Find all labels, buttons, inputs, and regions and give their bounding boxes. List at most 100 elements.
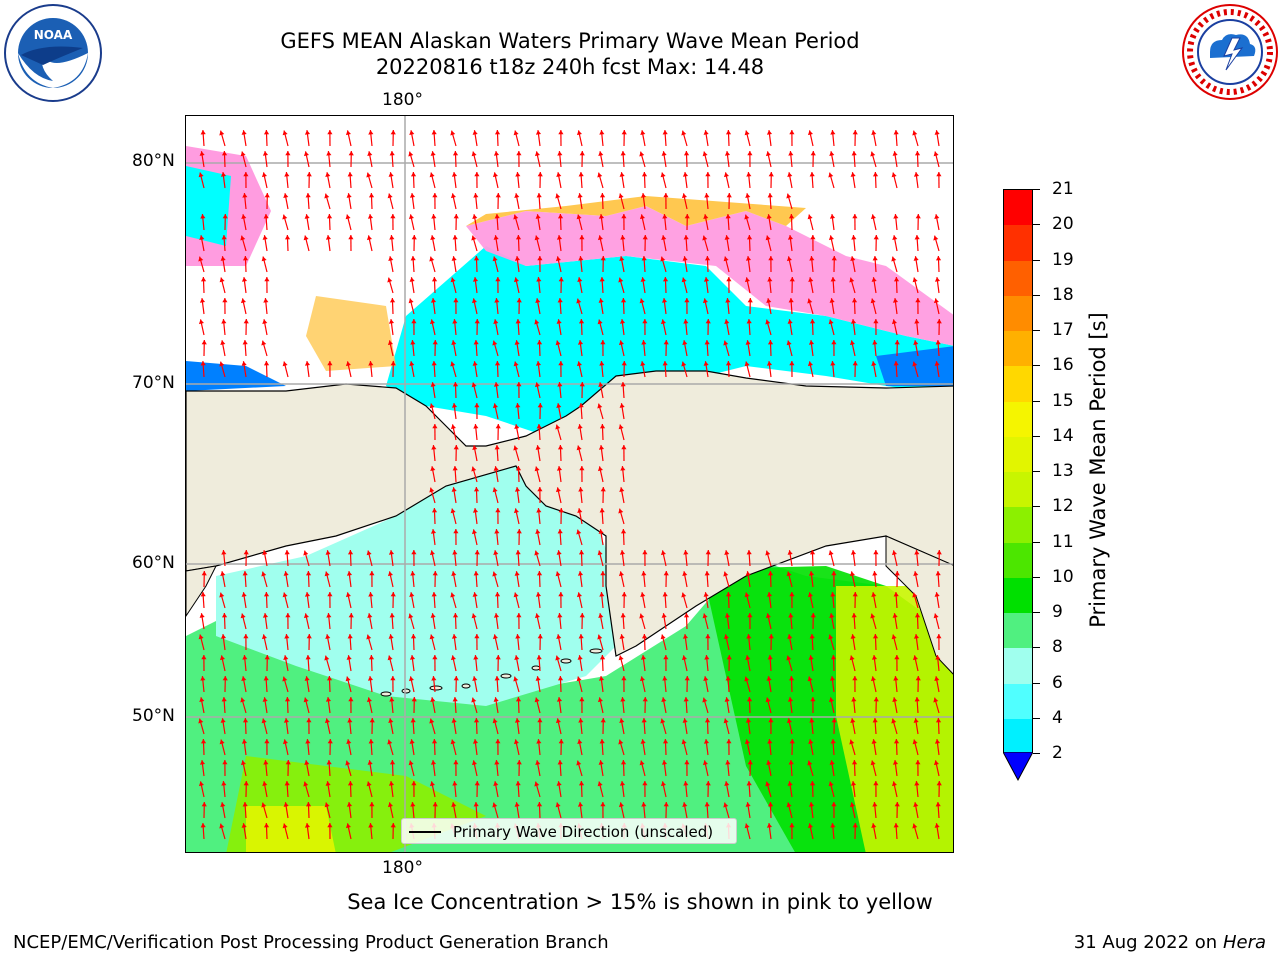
wave-direction-arrowhead (198, 718, 204, 724)
wave-direction-arrowhead (346, 655, 352, 660)
wave-direction-arrowhead (850, 550, 857, 555)
wave-direction-arrowhead (516, 529, 522, 534)
wave-direction-arrowhead (577, 277, 583, 282)
wave-direction-arrowhead (747, 760, 753, 765)
wave-direction-arrowhead (829, 676, 836, 681)
wave-direction-arrowhead (534, 319, 540, 325)
wave-direction-arrowhead (912, 130, 918, 136)
wave-direction-arrowhead (471, 151, 477, 157)
wave-direction-arrowhead (682, 256, 688, 261)
wave-direction-arrowhead (618, 802, 624, 808)
wave-direction-arrowhead (557, 151, 563, 156)
wave-direction-arrowhead (262, 613, 269, 618)
wave-direction-arrowhead (473, 571, 479, 576)
wave-direction-arrowhead (723, 256, 729, 262)
wave-direction-arrowhead (704, 571, 710, 576)
wave-direction-arrowhead (663, 655, 669, 660)
wave-direction-arrowhead (555, 718, 561, 724)
wave-direction-arrowhead (914, 151, 921, 156)
wave-direction-arrowhead (240, 151, 246, 157)
wave-direction-arrowhead (913, 172, 920, 177)
wave-direction-arrowhead (704, 256, 711, 261)
wave-direction-arrowhead (474, 319, 480, 324)
wave-direction-arrowhead (702, 697, 708, 703)
wave-direction-arrowhead (514, 487, 521, 492)
wave-direction-arrowhead (808, 802, 815, 807)
wave-direction-arrowhead (304, 130, 311, 135)
wave-direction-arrowhead (282, 676, 288, 682)
wave-direction-arrowhead (389, 760, 396, 765)
wave-direction-arrowhead (598, 151, 604, 156)
wave-direction-arrowhead (535, 529, 541, 534)
wave-direction-arrowhead (682, 340, 688, 345)
wave-direction-arrowhead (597, 634, 603, 640)
wave-direction-arrowhead (472, 592, 478, 597)
wave-direction-arrowhead (768, 172, 774, 177)
wave-direction-arrowhead (619, 550, 626, 555)
wave-direction-arrowhead (222, 298, 228, 303)
wave-direction-arrowhead (913, 634, 920, 639)
wave-direction-arrowhead (642, 781, 648, 786)
sea-ice-caption: Sea Ice Concentration > 15% is shown in … (347, 890, 933, 914)
wave-direction-arrowhead (200, 361, 206, 366)
wave-direction-arrowhead (807, 823, 813, 829)
wave-direction-arrowhead (534, 697, 540, 703)
wave-direction-arrowhead (432, 655, 438, 660)
wave-direction-arrowhead (348, 235, 354, 240)
wave-direction-arrowhead (912, 655, 918, 661)
wave-direction-arrowhead (429, 403, 435, 409)
wave-direction-arrowhead (641, 256, 647, 261)
wave-direction-arrowhead (515, 634, 521, 639)
wave-direction-arrowhead (787, 172, 793, 177)
noaa-logo: NOAA (3, 3, 103, 107)
wave-direction-arrowhead (745, 655, 751, 660)
wave-direction-arrowhead (453, 676, 459, 681)
wave-direction-arrowhead (661, 298, 668, 303)
wave-direction-arrowhead (618, 193, 624, 199)
wave-direction-arrowhead (703, 277, 710, 282)
wave-direction-arrowhead (577, 193, 583, 198)
wave-direction-arrowhead (599, 739, 605, 744)
wave-direction-arrowhead (892, 235, 898, 240)
wave-direction-arrowhead (408, 676, 414, 682)
wave-direction-arrowhead (537, 403, 543, 408)
wave-direction-arrowhead (598, 445, 605, 450)
wave-direction-arrowhead (893, 277, 900, 282)
wave-direction-arrowhead (555, 193, 561, 199)
wave-direction-arrowhead (828, 550, 834, 556)
wave-direction-arrowhead (831, 718, 837, 723)
wave-direction-arrowhead (830, 361, 836, 366)
colorbar-tick-label: 21 (1052, 179, 1074, 199)
map-panel (185, 115, 954, 853)
wave-direction-arrowhead (199, 151, 205, 156)
colorbar-tick-mark (1033, 294, 1040, 296)
wave-direction-arrowhead (345, 214, 351, 220)
wave-direction-arrowhead (808, 571, 815, 576)
wave-direction-arrowhead (429, 256, 435, 262)
wave-direction-arrowhead (599, 130, 605, 135)
wave-direction-arrowhead (495, 508, 501, 513)
wave-direction-arrowhead (327, 592, 333, 597)
wave-direction-arrowhead (494, 214, 500, 219)
wave-direction-arrowhead (894, 340, 900, 345)
wave-direction-arrowhead (451, 256, 457, 261)
wave-direction-arrowhead (557, 676, 564, 681)
colorbar-segment (1004, 683, 1032, 719)
wave-direction-arrowhead (935, 718, 942, 723)
wave-direction-arrowhead (639, 151, 645, 157)
wave-direction-arrowhead (513, 592, 519, 598)
wave-direction-arrowhead (534, 382, 540, 388)
wave-direction-arrowhead (221, 613, 228, 618)
wave-direction-arrowhead (495, 655, 501, 660)
wave-direction-arrowhead (535, 298, 541, 303)
wave-direction-arrowhead (471, 613, 477, 619)
wave-direction-arrowhead (284, 550, 290, 555)
wave-direction-arrowhead (451, 340, 457, 345)
wave-direction-arrowhead (535, 361, 542, 366)
wave-direction-arrowhead (514, 256, 521, 261)
wave-direction-arrowhead (809, 256, 815, 261)
wave-direction-arrowhead (536, 340, 543, 345)
wave-direction-arrowhead (599, 361, 605, 366)
wave-direction-arrowhead (325, 172, 331, 177)
wave-direction-arrowhead (345, 823, 351, 829)
